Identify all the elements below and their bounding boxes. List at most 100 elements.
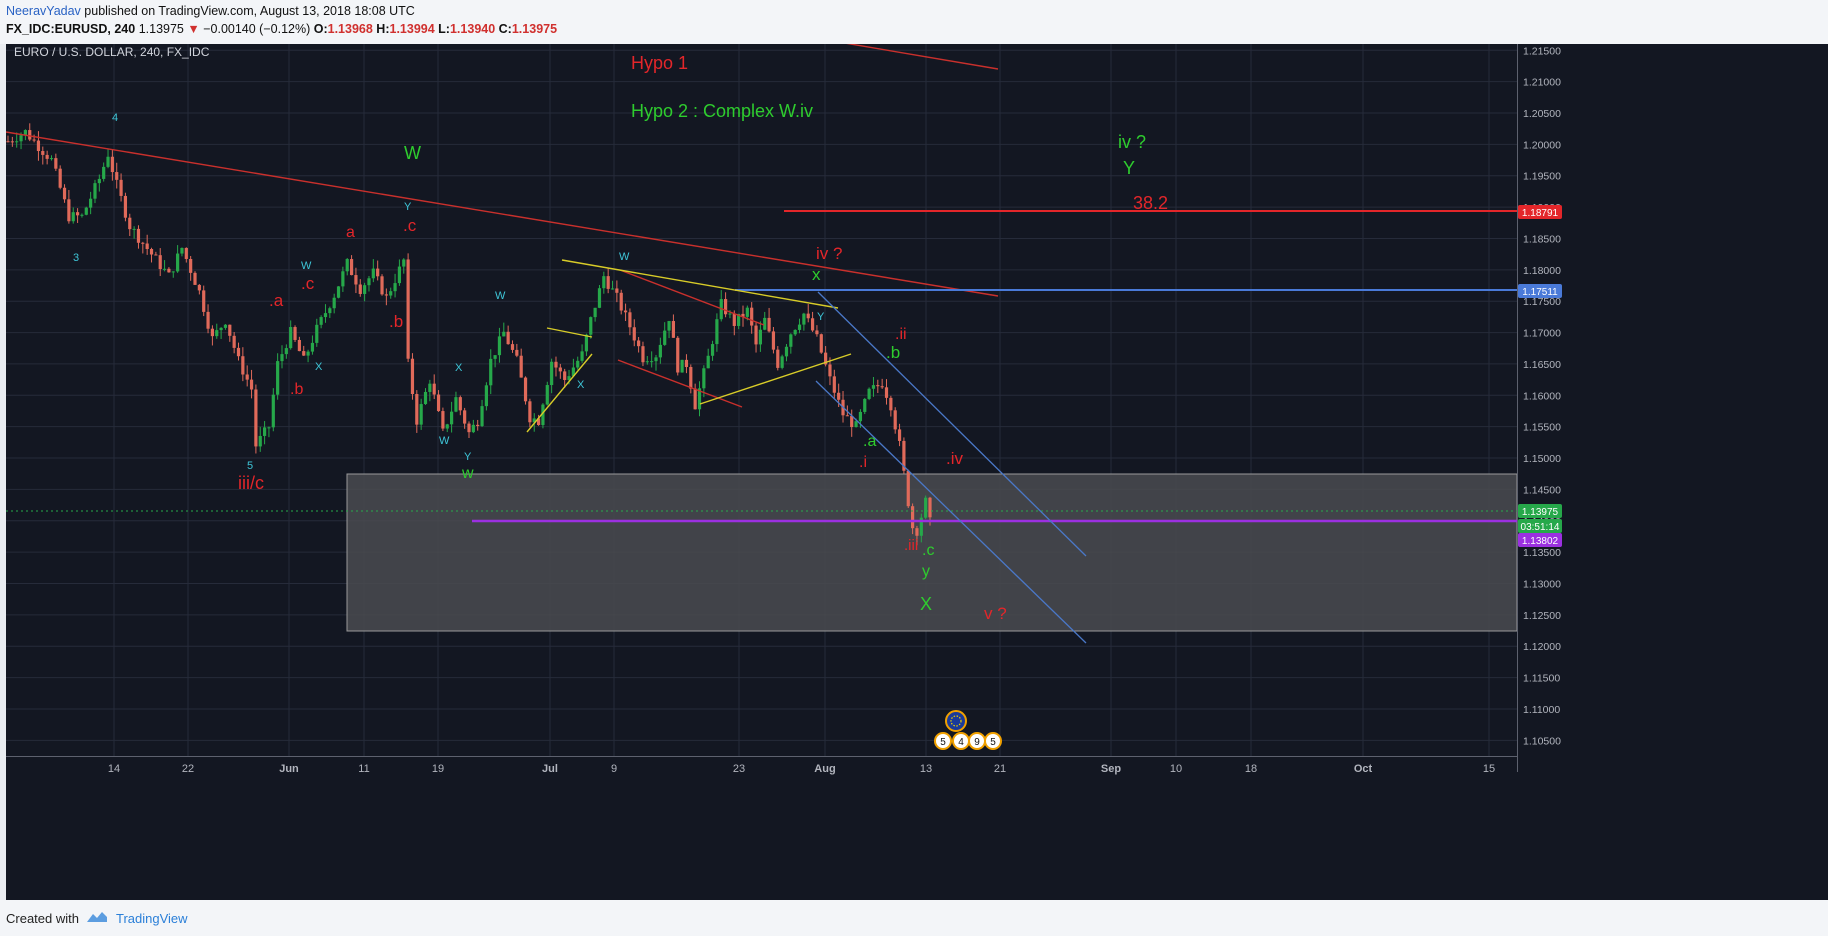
candle-body (328, 308, 332, 314)
candle-body (697, 388, 702, 410)
candle-body (484, 385, 488, 407)
candle-body (706, 355, 710, 369)
candle-body (802, 313, 806, 325)
candle-body (6, 141, 10, 143)
candle-body (323, 313, 328, 318)
cyan-wave-label: W (495, 290, 506, 302)
green-wave-label: Hypo 2 : Complex W.iv (631, 101, 813, 121)
candle-body (576, 360, 580, 368)
candle-body (267, 427, 271, 429)
chart-area[interactable]: Hypo 1 iv ? 38.2 iii/c .c .a .b .c .b a .ii .i .iv .i… (6, 44, 1828, 900)
footer: Created with TradingView (0, 900, 1828, 936)
low-value: 1.13940 (449, 22, 496, 36)
candle-body (49, 158, 54, 160)
event-badge[interactable]: 5 (934, 732, 952, 750)
candle-body (889, 397, 893, 411)
candle-body (102, 166, 106, 179)
candle-body (541, 404, 545, 426)
chart-background (6, 44, 1828, 900)
candle-body (580, 351, 584, 361)
candle-body (597, 288, 602, 308)
price-axis[interactable]: 1.215001.210001.205001.200001.195001.190… (1523, 45, 1561, 747)
price-tick-label: 1.14500 (1523, 484, 1561, 496)
candle-body (797, 324, 802, 330)
candle-body (245, 374, 249, 380)
candle-body (510, 344, 515, 350)
candle-body (915, 528, 919, 536)
candle-body (236, 347, 241, 357)
candle-body (110, 156, 114, 173)
candle-body (919, 517, 923, 536)
candle-body (176, 253, 180, 272)
candle-body (876, 385, 880, 387)
cyan-wave-label: Y (817, 311, 825, 323)
event-badge[interactable]: 4 (952, 732, 970, 750)
eu-flag-icon[interactable] (945, 710, 967, 732)
event-badge[interactable]: 9 (968, 732, 986, 750)
time-tick-label: 21 (994, 763, 1006, 775)
candle-body (532, 418, 536, 423)
time-axis[interactable]: 14 22 Jun 11 19 Jul 9 23 Aug 13 21 Sep 10 18 Oct 15 (108, 763, 1495, 775)
candle-body (15, 141, 19, 143)
candle-body (119, 179, 123, 196)
price-chart[interactable]: Hypo 1 iv ? 38.2 iii/c .c .a .b .c .b a .ii .i .iv .i… (6, 44, 1828, 900)
candle-body (602, 276, 606, 289)
candle-body (780, 356, 784, 368)
candle-body (663, 330, 667, 345)
green-wave-label: W (404, 143, 421, 163)
event-badge[interactable]: 5 (984, 732, 1002, 750)
candle-body (863, 398, 867, 412)
candle-body (158, 255, 162, 270)
candle-body (206, 311, 210, 329)
candle-body (854, 421, 858, 428)
candle-body (167, 268, 171, 273)
candle-body (384, 294, 388, 296)
candle-body (223, 324, 228, 328)
candle-body (667, 321, 671, 331)
time-tick-label: 18 (1245, 763, 1257, 775)
cyan-wave-label: X (577, 379, 585, 391)
time-tick-label: 9 (611, 763, 617, 775)
author-link[interactable]: NeeravYadav (6, 4, 81, 18)
candle-body (528, 401, 532, 423)
price-tag (1518, 533, 1562, 547)
red-wave-label: .ii (895, 326, 907, 343)
candle-body (902, 440, 906, 471)
price-tag-label: 1.13975 (1522, 507, 1559, 518)
tradingview-link[interactable]: TradingView (116, 911, 188, 926)
candle-body (493, 355, 497, 359)
candle-body (215, 330, 219, 337)
red-wave-label: .i (859, 454, 867, 471)
close-label: C: (498, 22, 512, 36)
red-channel-bottom (617, 359, 743, 408)
red-wave-label: .b (389, 312, 403, 331)
high-label: H: (376, 22, 390, 36)
candle-body (767, 317, 771, 332)
candle-body (75, 212, 80, 216)
red-wave-label: 38.2 (1133, 193, 1168, 213)
candle-body (380, 276, 384, 295)
close-value: 1.13975 (511, 22, 558, 36)
candle-body (728, 313, 732, 315)
candle-body (519, 355, 523, 378)
candle-body (715, 319, 719, 345)
candle-body (306, 351, 310, 356)
cyan-wave-label: W (619, 251, 630, 263)
time-tick-label: 10 (1170, 763, 1182, 775)
candle-body (406, 259, 410, 359)
candle-body (476, 424, 480, 427)
price-tick-label: 1.18000 (1523, 265, 1561, 277)
candle-body (641, 346, 645, 363)
price-tags: 1.18791 1.17511 1.13975 03:51:14 1.13802 (1518, 205, 1562, 547)
tradingview-logo-icon (87, 912, 107, 922)
price-tick-label: 1.19500 (1523, 171, 1561, 183)
candle-body (423, 391, 428, 405)
red-wave-label: .iii (904, 537, 918, 554)
candle-body (41, 151, 45, 155)
candle-body (341, 271, 345, 287)
event-badge-label: 5 (990, 737, 996, 748)
candle-body (745, 307, 749, 317)
candle-body (793, 329, 797, 335)
candle-body (684, 359, 689, 368)
